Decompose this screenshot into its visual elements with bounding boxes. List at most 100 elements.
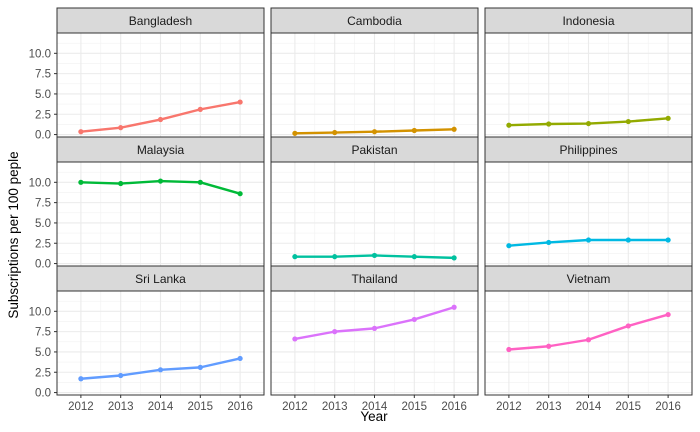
data-point — [546, 239, 552, 246]
y-tick-label: 10.0 — [29, 48, 51, 60]
x-tick-label: 2015 — [616, 401, 642, 413]
data-point — [625, 118, 631, 125]
data-point — [197, 364, 203, 370]
y-tick-label: 2.5 — [35, 367, 51, 379]
y-tick-label: 5.0 — [35, 89, 51, 101]
data-point — [332, 129, 338, 136]
data-point — [78, 376, 84, 382]
y-tick-label: 5.0 — [35, 347, 51, 359]
data-point — [506, 122, 512, 128]
facet-title: Bangladesh — [129, 14, 192, 28]
x-axis-title: Year — [360, 409, 388, 424]
y-tick-label: 5.0 — [35, 218, 51, 230]
data-point — [157, 367, 164, 373]
data-point — [157, 116, 164, 123]
facet-strip — [270, 136, 479, 163]
facet-title: Sri Lanka — [135, 272, 186, 286]
facet-title: Thailand — [351, 272, 397, 286]
x-tick-label: 2016 — [441, 401, 467, 413]
facet-panel: Thailand 2012 2013 2014 2015 2016 — [270, 265, 479, 413]
facet-strip — [484, 7, 693, 34]
facet-title: Vietnam — [567, 272, 611, 286]
data-point — [506, 346, 512, 353]
y-tick-label: 7.5 — [35, 327, 51, 339]
y-tick-label: 10.0 — [29, 306, 51, 318]
data-point — [665, 311, 671, 318]
facet-strip — [56, 265, 265, 292]
facet-title: Pakistan — [351, 143, 397, 157]
data-point — [78, 129, 84, 135]
facet-strip — [484, 265, 693, 292]
panels-layer: Bangladesh 0.0 2.5 5.0 7.5 10.0 Cambodia Indone… — [29, 7, 693, 413]
y-tick-label: 2.5 — [35, 238, 51, 250]
facet-strip — [56, 136, 265, 163]
data-point — [118, 180, 124, 187]
x-tick-label: 2015 — [188, 401, 214, 413]
data-point — [506, 243, 512, 249]
facet-strip — [270, 265, 479, 292]
x-tick-label: 2012 — [496, 401, 522, 413]
data-point — [197, 106, 203, 112]
data-point — [78, 179, 84, 185]
facet-panel: Bangladesh 0.0 2.5 5.0 7.5 10.0 — [29, 7, 265, 142]
y-tick-label: 10.0 — [29, 177, 51, 189]
data-point — [237, 99, 243, 105]
x-tick-label: 2016 — [227, 401, 253, 413]
data-point — [451, 304, 457, 310]
data-point — [157, 178, 164, 184]
data-point — [585, 337, 592, 343]
data-point — [411, 127, 417, 134]
data-point — [332, 329, 338, 335]
data-point — [292, 130, 298, 136]
data-point — [625, 237, 631, 243]
y-tick-label: 2.5 — [35, 109, 51, 121]
y-tick-label: 0.0 — [35, 130, 51, 142]
data-point — [118, 372, 124, 379]
facet-panel: Malaysia 0.0 2.5 5.0 7.5 10.0 — [29, 136, 265, 271]
data-point — [371, 325, 378, 331]
data-point — [411, 254, 417, 260]
data-point — [451, 126, 457, 132]
facet-strip — [56, 7, 265, 34]
facet-panel: Vietnam 2012 2013 2014 2015 2016 — [484, 265, 693, 413]
data-point — [625, 323, 631, 329]
facet-title: Indonesia — [562, 14, 614, 28]
data-point — [332, 254, 338, 260]
data-point — [665, 115, 671, 121]
data-point — [585, 120, 592, 127]
data-point — [292, 336, 298, 342]
data-point — [237, 191, 243, 197]
x-tick-label: 2013 — [322, 401, 348, 413]
facet-title: Philippines — [559, 143, 617, 157]
y-axis-title: Subscriptions per 100 peple — [6, 151, 21, 318]
x-tick-label: 2014 — [148, 401, 174, 413]
facet-title: Cambodia — [347, 14, 402, 28]
data-point — [585, 237, 592, 243]
data-point — [411, 316, 417, 323]
data-point — [292, 254, 298, 260]
x-tick-label: 2013 — [108, 401, 134, 413]
data-point — [237, 355, 243, 362]
data-point — [546, 121, 552, 127]
facet-panel: Indonesia — [484, 7, 693, 138]
y-tick-label: 7.5 — [35, 198, 51, 210]
x-tick-label: 2013 — [536, 401, 562, 413]
y-tick-label: 7.5 — [35, 69, 51, 81]
facet-panel: Philippines — [484, 136, 693, 267]
facet-strip — [484, 136, 693, 163]
facet-panel: Cambodia — [270, 7, 479, 138]
data-point — [197, 179, 203, 185]
facet-panel: Pakistan — [270, 136, 479, 267]
data-point — [451, 255, 457, 261]
facet-title: Malaysia — [137, 143, 185, 157]
y-tick-label: 0.0 — [35, 259, 51, 271]
data-point — [371, 129, 378, 135]
x-tick-label: 2012 — [282, 401, 308, 413]
y-tick-label: 0.0 — [35, 388, 51, 400]
data-point — [546, 343, 552, 349]
facet-panel: Sri Lanka 0.0 2.5 5.0 7.5 10.0 2012 2013 2014 201… — [29, 265, 265, 413]
x-tick-label: 2012 — [68, 401, 94, 413]
data-point — [118, 125, 124, 131]
data-point — [665, 237, 671, 243]
